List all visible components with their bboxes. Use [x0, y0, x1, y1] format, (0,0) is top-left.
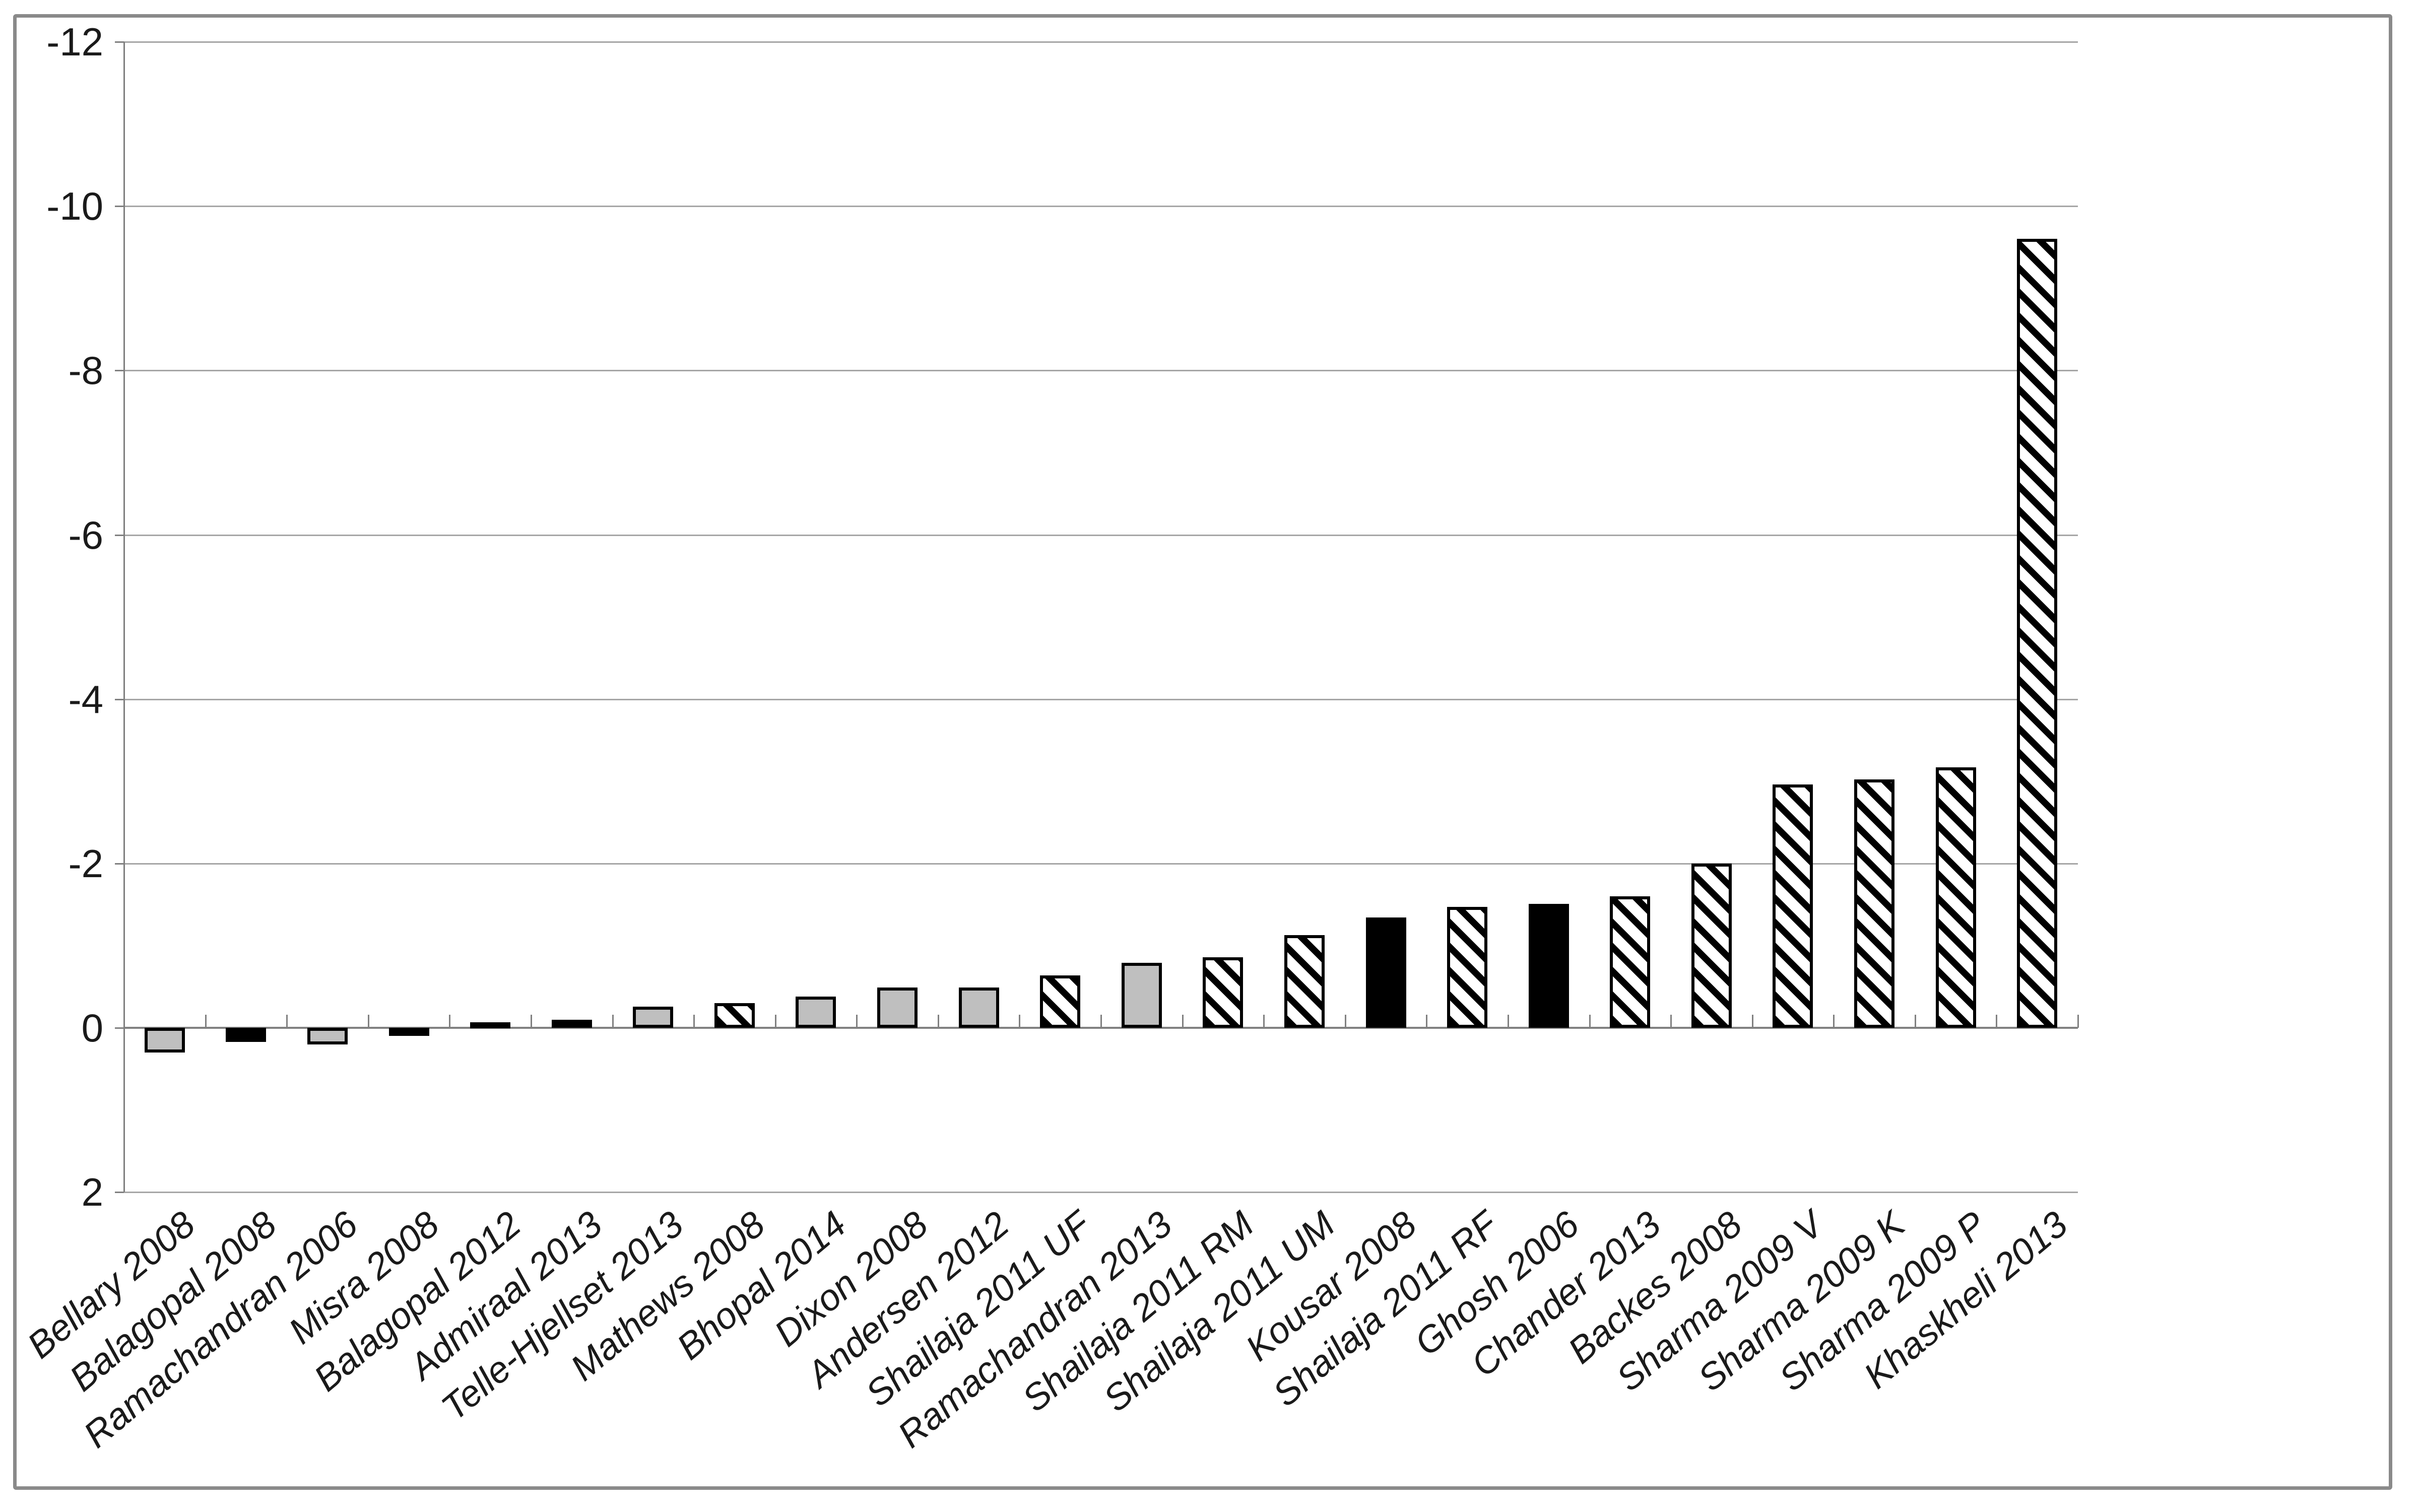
bar-sharma-2009-k	[1854, 779, 1895, 1028]
bar-shailaja-2011-um	[1284, 935, 1325, 1028]
bar-backes-2008	[1691, 863, 1732, 1028]
gridline--10	[124, 206, 2078, 208]
gridline-2	[124, 1192, 2078, 1194]
category-tick	[205, 1015, 207, 1028]
bar-admiraal-2013	[551, 1019, 592, 1028]
y-axis-tick--8	[115, 370, 124, 372]
category-tick	[2077, 1015, 2079, 1028]
y-tick-label--2: -2	[68, 841, 103, 886]
category-tick	[774, 1015, 776, 1028]
y-axis-tick--12	[115, 41, 124, 43]
category-tick	[1996, 1015, 1998, 1028]
bar-dixon-2008	[877, 988, 918, 1028]
category-tick	[937, 1015, 939, 1028]
category-tick	[1751, 1015, 1753, 1028]
category-tick	[1344, 1015, 1346, 1028]
category-tick	[1182, 1015, 1184, 1028]
bar-khaskheli-2013	[2017, 239, 2058, 1028]
category-tick	[1263, 1015, 1265, 1028]
gridline--12	[124, 41, 2078, 43]
category-tick	[1589, 1015, 1591, 1028]
y-tick-label--6: -6	[68, 512, 103, 557]
y-tick-label--8: -8	[68, 348, 103, 393]
bar-mathews-2008	[714, 1003, 755, 1028]
bar-chander-2013	[1610, 896, 1651, 1028]
y-tick-label-2: 2	[81, 1170, 103, 1215]
gridline--2	[124, 863, 2078, 865]
category-tick	[1670, 1015, 1672, 1028]
y-axis-tick--10	[115, 206, 124, 208]
category-tick	[1100, 1015, 1102, 1028]
category-tick	[1833, 1015, 1835, 1028]
category-tick	[123, 1015, 125, 1028]
y-axis-tick--2	[115, 863, 124, 865]
bar-kousar-2008	[1365, 917, 1406, 1028]
y-axis-tick--6	[115, 534, 124, 536]
gridline--6	[124, 534, 2078, 536]
category-tick	[693, 1015, 695, 1028]
figure-outer-border	[13, 14, 2392, 1490]
y-tick-label--4: -4	[68, 677, 103, 721]
category-tick	[1507, 1015, 1509, 1028]
bar-shailaja-2011-rm	[1203, 957, 1244, 1028]
category-tick	[1426, 1015, 1428, 1028]
bar-andersen-2012	[958, 988, 999, 1028]
y-axis-tick-2	[115, 1192, 124, 1194]
bar-shailaja-2011-uf	[1040, 975, 1081, 1028]
bar-bellary-2008	[144, 1028, 185, 1053]
bar-ghosh-2006	[1528, 903, 1569, 1028]
x-axis-zero-line	[124, 1027, 2078, 1029]
bar-ramachandran-2006	[307, 1028, 348, 1044]
y-axis-line	[123, 42, 125, 1192]
bar-shailaja-2011-rf	[1447, 907, 1488, 1028]
category-tick	[612, 1015, 614, 1028]
y-axis-tick-0	[115, 1027, 124, 1029]
category-tick	[530, 1015, 532, 1028]
bar-sharma-2009-p	[1935, 767, 1976, 1028]
bar-misra-2008	[388, 1028, 429, 1036]
bar-balagopal-2012	[470, 1022, 511, 1028]
gridline--8	[124, 370, 2078, 372]
bar-balagopal-2008	[226, 1028, 267, 1042]
gridline--4	[124, 698, 2078, 700]
category-tick	[1914, 1015, 1916, 1028]
category-tick	[367, 1015, 369, 1028]
category-tick	[449, 1015, 451, 1028]
bar-telle-hjellset-2013	[633, 1006, 674, 1028]
bar-ramachandran-2013	[1121, 963, 1162, 1028]
category-tick	[286, 1015, 288, 1028]
y-tick-label-0: 0	[81, 1006, 103, 1050]
bar-sharma-2009-v	[1773, 784, 1813, 1028]
y-axis-tick--4	[115, 698, 124, 700]
y-tick-label--10: -10	[46, 184, 103, 229]
category-tick	[856, 1015, 858, 1028]
y-tick-label--12: -12	[46, 20, 103, 64]
category-tick	[1019, 1015, 1021, 1028]
bar-bhopal-2014	[796, 997, 836, 1028]
